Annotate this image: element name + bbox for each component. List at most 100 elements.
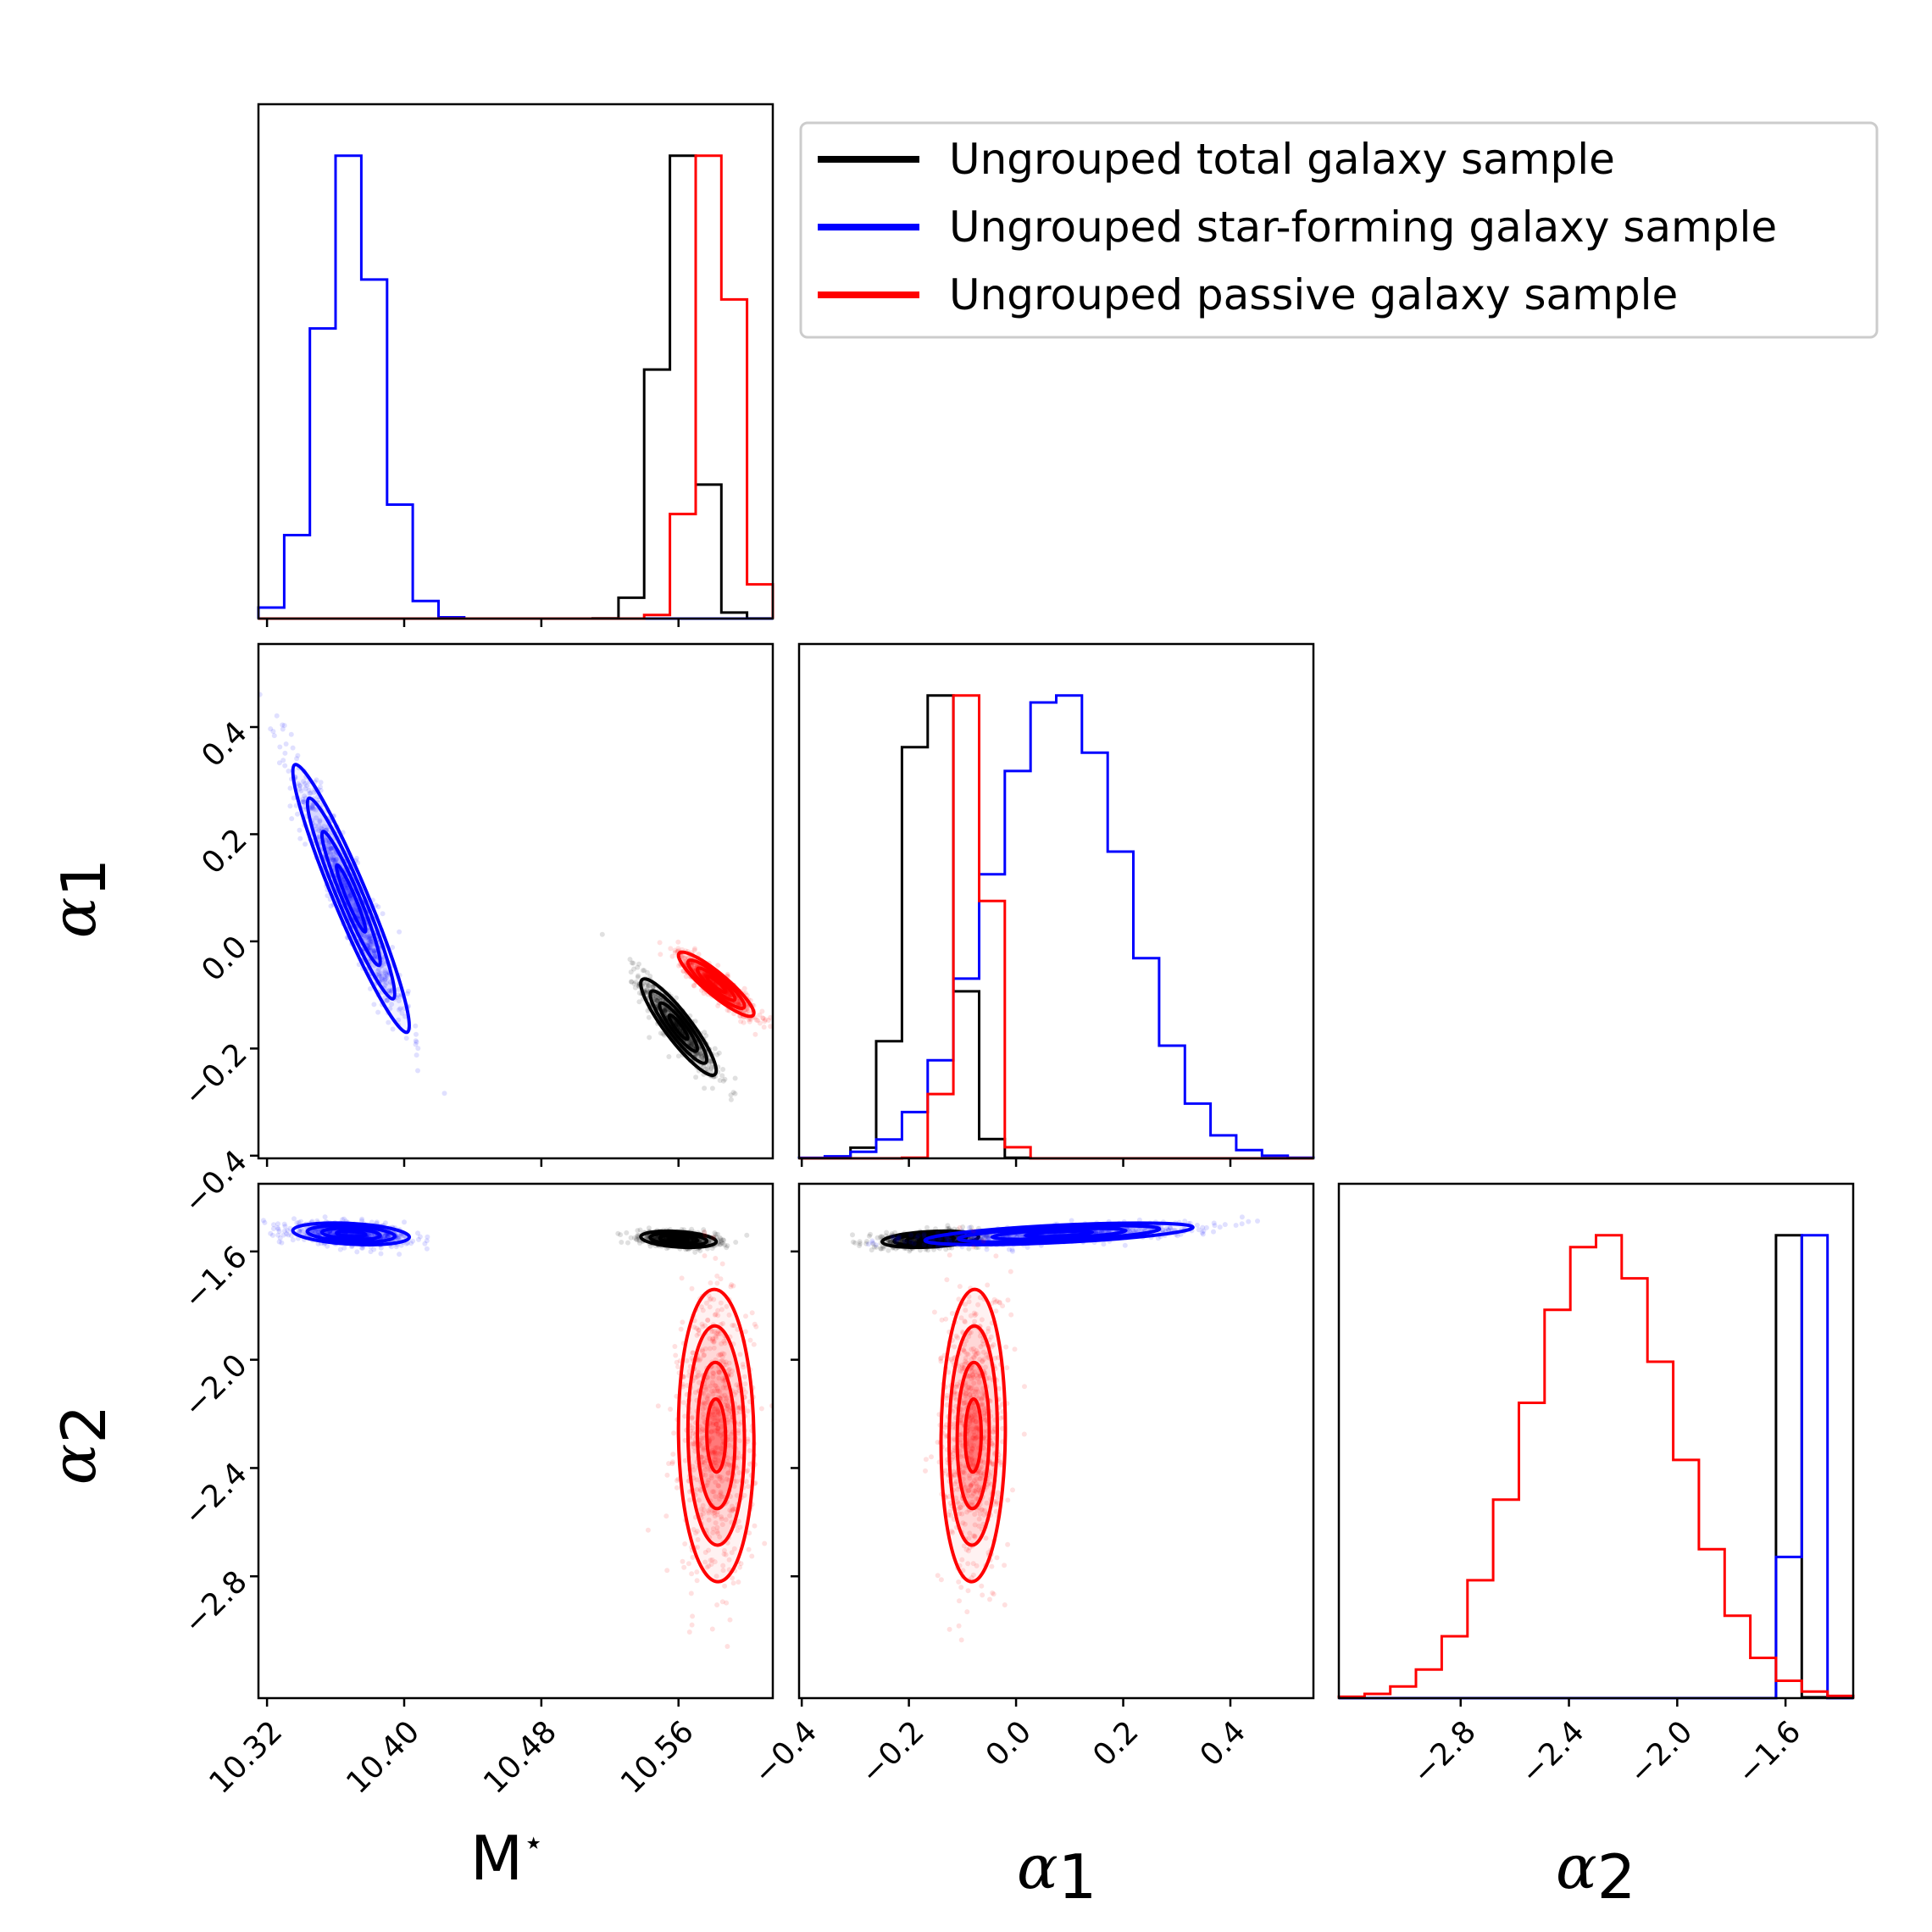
scatter-point-total xyxy=(720,1078,726,1084)
scatter-point-passive xyxy=(741,1364,747,1370)
scatter-point-starforming xyxy=(378,975,384,981)
scatter-point-passive xyxy=(726,1557,732,1563)
scatter-point-starforming xyxy=(380,977,385,983)
scatter-point-passive xyxy=(718,1352,723,1357)
contour-total-level-4 xyxy=(667,1013,690,1041)
scatter-point-passive xyxy=(701,1446,706,1452)
scatter-point-starforming xyxy=(311,790,317,796)
scatter-point-passive xyxy=(696,952,702,958)
scatter-point-starforming xyxy=(271,733,277,739)
scatter-point-total xyxy=(719,1073,725,1079)
scatter-point-passive xyxy=(727,1513,733,1518)
scatter-point-starforming xyxy=(296,1219,302,1225)
scatter-point-starforming xyxy=(368,939,374,945)
scatter-point-passive xyxy=(716,1375,722,1381)
scatter-point-passive xyxy=(702,1467,708,1473)
scatter-point-passive xyxy=(752,1031,758,1037)
scatter-point-total xyxy=(720,1237,726,1243)
scatter-point-passive xyxy=(736,1579,741,1585)
scatter-point-total xyxy=(722,1076,728,1082)
scatter-point-passive xyxy=(702,1352,707,1357)
scatter-point-passive xyxy=(719,1435,725,1441)
scatter-point-starforming xyxy=(390,945,396,950)
scatter-point-passive xyxy=(701,1415,706,1421)
scatter-point-passive xyxy=(713,1445,719,1451)
scatter-point-starforming xyxy=(324,837,329,843)
scatter-point-passive xyxy=(708,1475,714,1481)
scatter-point-total xyxy=(712,1230,718,1235)
scatter-point-passive xyxy=(702,1230,708,1235)
scatter-point-passive xyxy=(711,1370,717,1376)
scatter-point-starforming xyxy=(397,994,403,1000)
scatter-point-starforming xyxy=(371,1002,377,1008)
scatter-point-passive xyxy=(710,1450,716,1456)
scatter-point-passive xyxy=(734,1000,740,1006)
scatter-point-passive xyxy=(745,1408,751,1414)
scatter-point-passive xyxy=(713,1388,719,1394)
scatter-point-passive xyxy=(721,1351,727,1357)
scatter-point-starforming xyxy=(275,1225,280,1230)
scatter-point-passive xyxy=(713,1256,719,1261)
scatter-point-starforming xyxy=(424,1238,430,1244)
scatter-point-passive xyxy=(723,1517,729,1523)
scatter-point-total xyxy=(656,995,662,1001)
scatter-point-passive xyxy=(714,1273,720,1279)
scatter-point-passive xyxy=(710,1420,716,1425)
scatter-point-passive xyxy=(713,1312,719,1318)
scatter-point-starforming xyxy=(309,805,315,811)
scatter-point-starforming xyxy=(382,977,388,983)
scatter-point-total xyxy=(698,1051,703,1057)
scatter-point-passive xyxy=(746,1546,752,1552)
scatter-point-passive xyxy=(699,1348,705,1354)
scatter-point-passive xyxy=(717,1496,723,1502)
scatter-point-total xyxy=(654,998,660,1003)
scatter-point-starforming xyxy=(269,1232,275,1238)
scatter-point-starforming xyxy=(354,1249,360,1255)
scatter-point-starforming xyxy=(330,857,336,863)
scatter-point-passive xyxy=(741,985,747,991)
scatter-point-total xyxy=(635,1234,641,1240)
scatter-point-starforming xyxy=(314,815,319,821)
scatter-point-passive xyxy=(747,1337,753,1343)
scatter-point-starforming xyxy=(378,1245,384,1251)
scatter-point-starforming xyxy=(321,824,327,830)
scatter-point-passive xyxy=(707,1346,713,1352)
scatter-point-passive xyxy=(712,1559,718,1565)
scatter-point-passive xyxy=(728,1284,734,1290)
scatter-point-passive xyxy=(692,1374,698,1380)
scatter-point-starforming xyxy=(396,986,402,992)
scatter-point-passive xyxy=(699,1441,704,1446)
panel-mstar-alpha1 xyxy=(258,691,773,1102)
scatter-point-starforming xyxy=(387,990,393,996)
scatter-point-starforming xyxy=(276,1229,282,1235)
scatter-point-starforming xyxy=(402,1219,407,1225)
scatter-point-starforming xyxy=(277,744,283,750)
scatter-point-starforming xyxy=(386,1233,391,1239)
scatter-point-total xyxy=(631,981,637,987)
scatter-point-starforming xyxy=(370,948,376,954)
scatter-point-total xyxy=(699,1054,705,1060)
scatter-point-starforming xyxy=(414,1052,419,1058)
scatter-point-starforming xyxy=(382,1232,388,1238)
scatter-point-passive xyxy=(711,1338,717,1344)
scatter-point-passive xyxy=(730,1507,736,1513)
scatter-point-passive xyxy=(726,1366,732,1372)
scatter-point-passive xyxy=(699,1454,705,1460)
scatter-point-passive xyxy=(730,1323,736,1328)
scatter-point-passive xyxy=(737,1002,743,1008)
scatter-point-total xyxy=(708,1066,713,1072)
scatter-point-passive xyxy=(706,1563,712,1569)
scatter-point-starforming xyxy=(385,1234,391,1239)
scatter-point-passive xyxy=(712,1509,718,1515)
scatter-point-starforming xyxy=(328,855,334,861)
scatter-point-passive xyxy=(724,1459,730,1465)
scatter-point-passive xyxy=(708,1429,714,1435)
scatter-point-starforming xyxy=(276,1239,282,1245)
scatter-point-total xyxy=(628,1235,634,1241)
scatter-point-starforming xyxy=(375,1009,381,1015)
scatter-point-passive xyxy=(718,1491,724,1496)
scatter-point-total xyxy=(658,1030,663,1036)
scatter-point-starforming xyxy=(424,1246,430,1252)
scatter-point-starforming xyxy=(302,804,308,810)
scatter-point-passive xyxy=(765,1018,771,1023)
